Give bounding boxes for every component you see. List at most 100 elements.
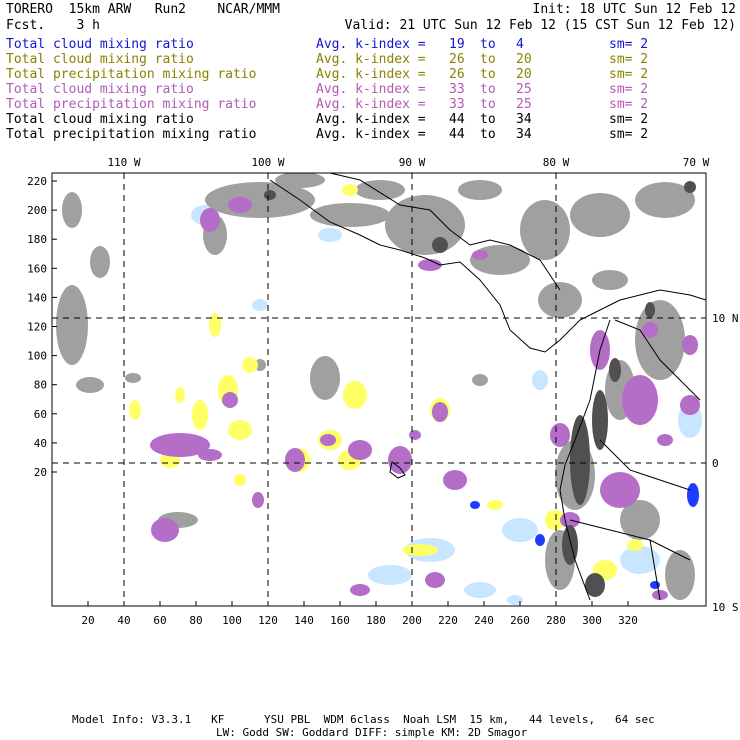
x-tick-label: 180 (366, 614, 386, 627)
x-tick-label: 300 (582, 614, 602, 627)
x-tick-label: 260 (510, 614, 530, 627)
legend-smoothing: sm= 2 (609, 37, 649, 52)
legend-index-label: Avg. k-index = (316, 52, 426, 67)
inland-border (329, 173, 561, 291)
legend-smoothing: sm= 2 (609, 97, 649, 112)
x-tick-label: 320 (618, 614, 638, 627)
header-init-time: Init: 18 UTC Sun 12 Feb 12 (532, 2, 737, 17)
light-blue-cloud-patches (191, 205, 702, 605)
footer-physics-info: LW: Godd SW: Goddard DIFF: simple KM: 2D… (216, 726, 528, 739)
legend-index-label: Avg. k-index = (316, 112, 426, 127)
border-2 (614, 319, 701, 401)
x-tick-label: 140 (294, 614, 314, 627)
blue-cloud-accents (470, 483, 699, 589)
legend-k-start: 19 (449, 37, 465, 52)
legend-to: to (480, 127, 496, 142)
legend-k-start: 44 (449, 127, 465, 142)
latitude-label: 10 S (712, 601, 739, 614)
legend-to: to (480, 82, 496, 97)
legend-k-end: 34 (516, 127, 532, 142)
border-5 (649, 539, 661, 601)
legend-row: Total precipitation mixing ratio Avg. k-i… (6, 67, 736, 82)
legend-k-end: 25 (516, 97, 532, 112)
legend-index-label: Avg. k-index = (316, 97, 426, 112)
legend-field-name: Total cloud mixing ratio (6, 37, 194, 52)
x-tick-label: 160 (330, 614, 350, 627)
y-tick-label: 220 (27, 175, 47, 188)
legend-field-name: Total cloud mixing ratio (6, 112, 194, 127)
latitude-label: 10 N (712, 312, 739, 325)
legend-smoothing: sm= 2 (609, 67, 649, 82)
dark-cloud-cores (264, 181, 696, 597)
legend-k-start: 44 (449, 112, 465, 127)
legend-k-end: 4 (516, 37, 524, 52)
y-tick-label: 120 (27, 321, 47, 334)
legend-to: to (480, 112, 496, 127)
legend-smoothing: sm= 2 (609, 127, 649, 142)
border-3 (599, 439, 691, 491)
legend-row: Total precipitation mixing ratio Avg. k-i… (6, 127, 736, 142)
legend-k-end: 20 (516, 67, 532, 82)
gray-cloud-patches (56, 173, 695, 600)
longitude-label: 110 W (107, 156, 140, 169)
header-run-info: TORERO 15km ARW Run2 NCAR/MMM (6, 2, 280, 17)
x-tick-label: 80 (189, 614, 202, 627)
y-tick-label: 100 (27, 350, 47, 363)
x-tick-label: 200 (402, 614, 422, 627)
legend-row: Total cloud mixing ratio Avg. k-index = 33… (6, 82, 736, 97)
legend-row: Total cloud mixing ratio Avg. k-index = 19… (6, 37, 736, 52)
legend-smoothing: sm= 2 (609, 52, 649, 67)
y-tick-label: 60 (34, 408, 47, 421)
legend-row: Total cloud mixing ratio Avg. k-index = 26… (6, 52, 736, 67)
y-tick-label: 160 (27, 262, 47, 275)
latitude-label: 0 (712, 457, 719, 470)
x-tick-label: 40 (117, 614, 130, 627)
longitude-label: 100 W (251, 156, 284, 169)
legend-k-start: 26 (449, 52, 465, 67)
legend-k-end: 34 (516, 112, 532, 127)
x-tick-label: 100 (222, 614, 242, 627)
legend-index-label: Avg. k-index = (316, 127, 426, 142)
legend-k-end: 25 (516, 82, 532, 97)
longitude-label: 90 W (399, 156, 426, 169)
y-tick-label: 200 (27, 204, 47, 217)
legend-to: to (480, 67, 496, 82)
longitude-label: 80 W (543, 156, 570, 169)
lat-lon-grid (52, 173, 706, 606)
legend-field-name: Total precipitation mixing ratio (6, 97, 257, 112)
footer-model-info: Model Info: V3.3.1 KF YSU PBL WDM 6class… (72, 713, 655, 726)
x-tick-label: 280 (546, 614, 566, 627)
y-tick-label: 140 (27, 291, 47, 304)
header-forecast-hour: Fcst. 3 h (6, 18, 100, 33)
legend-k-start: 26 (449, 67, 465, 82)
y-tick-label: 80 (34, 379, 47, 392)
purple-cloud-patches (150, 197, 700, 600)
legend-k-start: 33 (449, 82, 465, 97)
y-tick-label: 20 (34, 466, 47, 479)
legend-index-label: Avg. k-index = (316, 37, 426, 52)
y-tick-label: 40 (34, 437, 47, 450)
south-america-coast (559, 319, 611, 601)
legend-field-name: Total cloud mixing ratio (6, 52, 194, 67)
x-tick-label: 60 (153, 614, 166, 627)
legend-to: to (480, 97, 496, 112)
border-4 (569, 519, 691, 561)
legend-index-label: Avg. k-index = (316, 82, 426, 97)
x-tick-label: 20 (81, 614, 94, 627)
x-tick-label: 120 (258, 614, 278, 627)
legend-field-name: Total precipitation mixing ratio (6, 67, 257, 82)
legend-k-start: 33 (449, 97, 465, 112)
cloud-fields-layer (56, 173, 702, 605)
x-tick-label: 240 (474, 614, 494, 627)
legend-field-name: Total cloud mixing ratio (6, 82, 194, 97)
legend-to: to (480, 37, 496, 52)
legend-index-label: Avg. k-index = (316, 67, 426, 82)
header-valid-time: Valid: 21 UTC Sun 12 Feb 12 (15 CST Sun … (344, 18, 736, 33)
plot-frame (51, 172, 707, 607)
legend-smoothing: sm= 2 (609, 112, 649, 127)
legend-row: Total precipitation mixing ratio Avg. k-i… (6, 97, 736, 112)
x-tick-label: 220 (438, 614, 458, 627)
galapagos-islands (389, 461, 406, 479)
longitude-label: 70 W (683, 156, 710, 169)
